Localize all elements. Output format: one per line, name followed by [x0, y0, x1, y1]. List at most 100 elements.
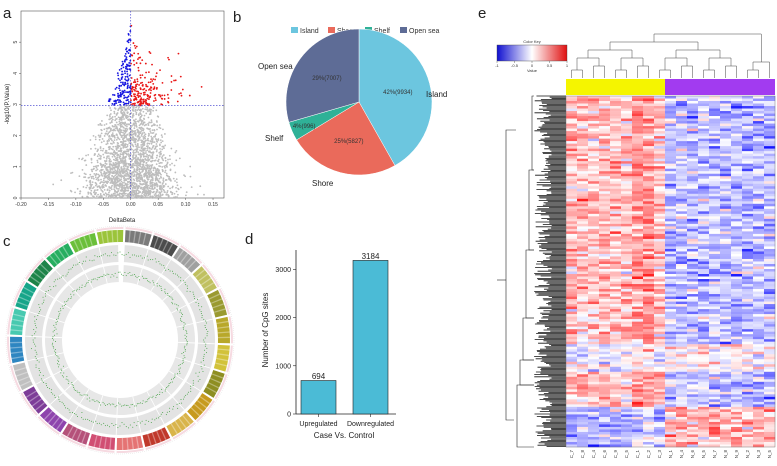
heatmap-cell — [610, 226, 622, 230]
up-point — [134, 89, 136, 92]
track-point — [96, 423, 98, 425]
ns-point — [115, 176, 117, 179]
ns-point — [152, 107, 155, 109]
ns-point — [103, 177, 105, 180]
heatmap-cell — [764, 176, 776, 179]
track-point — [123, 254, 125, 256]
track-point — [121, 273, 123, 275]
track-point — [44, 293, 46, 295]
track-point — [54, 350, 56, 352]
ns-point — [127, 177, 130, 180]
track-point — [117, 427, 119, 429]
heatmap-cell — [632, 118, 644, 122]
heatmap-cell — [698, 141, 710, 144]
heatmap-cell — [698, 168, 710, 172]
heatmap-cell — [654, 156, 666, 159]
track-point — [65, 378, 67, 380]
ns-point — [117, 188, 119, 190]
ns-point — [147, 173, 150, 176]
ns-point — [131, 124, 133, 127]
heatmap-cell — [687, 121, 699, 124]
heatmap-cell — [632, 198, 644, 202]
heatmap-cell — [687, 213, 699, 217]
ns-point — [118, 179, 121, 181]
ns-point — [95, 195, 98, 198]
ns-point — [145, 106, 147, 108]
ns-point — [162, 154, 165, 156]
track-point — [125, 253, 127, 255]
ns-point — [121, 138, 124, 141]
heatmap-cell — [731, 161, 743, 164]
ns-point — [87, 196, 89, 199]
ns-point — [177, 187, 179, 190]
track-point — [201, 317, 203, 319]
heatmap-cell — [731, 168, 743, 172]
ns-point — [120, 196, 122, 198]
ns-point — [107, 193, 110, 196]
track-point — [119, 403, 121, 405]
heatmap-cell — [709, 126, 721, 129]
pie-category-label: Open sea — [258, 62, 293, 71]
x-tick-label: -0.10 — [70, 202, 82, 208]
heatmap-cell — [742, 166, 754, 169]
track-point — [178, 368, 180, 370]
track-point — [102, 254, 104, 256]
track-point — [56, 320, 58, 322]
track-point — [181, 402, 183, 404]
ns-point — [107, 126, 110, 129]
ns-point — [114, 145, 117, 148]
ns-point — [116, 112, 119, 114]
ns-point — [114, 151, 117, 154]
track-point — [144, 277, 146, 279]
heatmap-cell — [731, 158, 743, 162]
heatmap-cell — [709, 186, 721, 189]
heatmap-cell — [621, 206, 633, 210]
heatmap-cell — [643, 176, 655, 179]
heatmap-cell — [687, 186, 699, 189]
up-point — [133, 52, 136, 55]
heatmap-cell — [665, 156, 677, 159]
heatmap-cell — [698, 166, 710, 169]
ns-point — [97, 179, 100, 182]
heatmap-cell — [610, 256, 622, 260]
track-point — [166, 411, 168, 413]
heatmap-cell — [665, 191, 677, 194]
heatmap-cell — [566, 228, 578, 232]
up-point — [149, 88, 151, 90]
ns-point — [113, 112, 116, 115]
track-point — [172, 303, 174, 305]
ns-point — [121, 194, 124, 197]
heatmap-cell — [621, 223, 633, 227]
heatmap-cell — [588, 121, 600, 124]
track-point — [161, 388, 163, 390]
heatmap-cell — [654, 171, 666, 174]
ns-point — [95, 166, 98, 169]
heatmap-cell — [698, 133, 710, 137]
heatmap-cell — [665, 121, 677, 124]
track-point — [86, 282, 88, 284]
ns-point — [116, 197, 118, 199]
heatmap-cell — [698, 253, 710, 257]
heatmap-cell — [764, 236, 776, 240]
track-point — [130, 275, 132, 277]
up-point — [141, 84, 144, 87]
track-point — [139, 279, 141, 281]
ns-point — [133, 193, 136, 196]
ns-point — [135, 162, 137, 165]
track-point — [68, 380, 70, 382]
heatmap-cell — [687, 228, 699, 232]
heatmap-cell — [588, 246, 600, 250]
heatmap-cell — [676, 176, 688, 179]
heatmap-cell — [588, 221, 600, 225]
ns-point — [99, 146, 102, 148]
heatmap-cell — [654, 173, 666, 177]
ns-point — [132, 154, 135, 157]
ns-point — [184, 175, 187, 178]
ns-point — [171, 186, 174, 189]
ns-point — [162, 128, 164, 131]
heatmap-cell — [577, 153, 589, 157]
heatmap-cell — [764, 153, 776, 157]
heatmap-cell — [676, 151, 688, 154]
up-point — [155, 72, 158, 75]
ns-point — [147, 137, 149, 140]
